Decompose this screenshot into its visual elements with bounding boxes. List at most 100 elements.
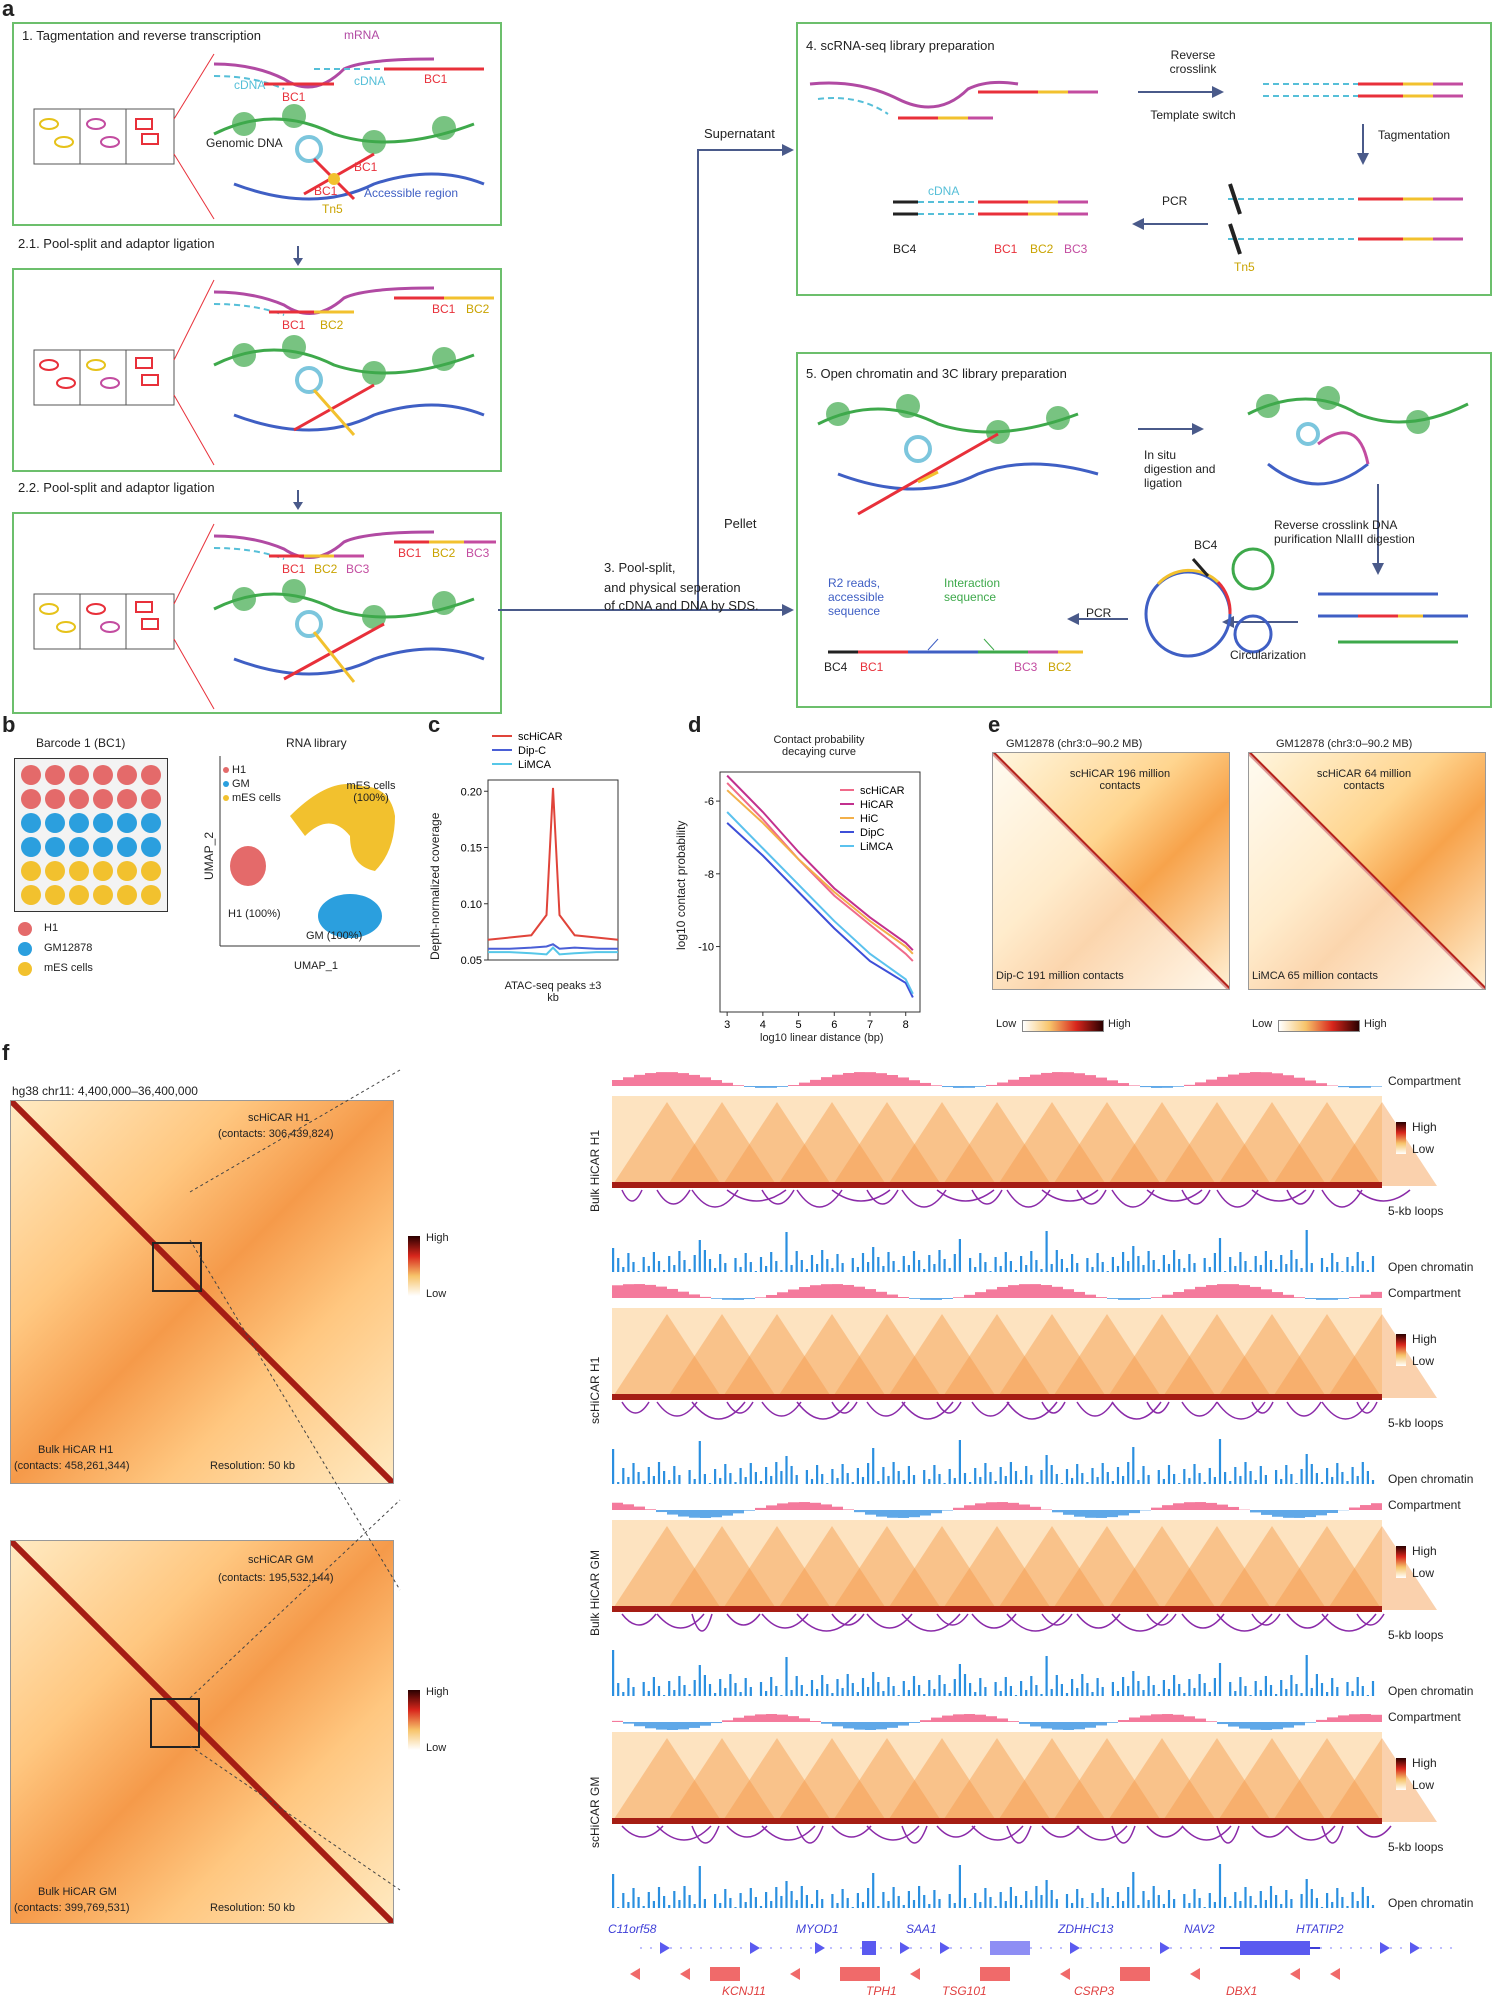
compartment-bar <box>689 1510 700 1518</box>
open-chromatin-bar <box>1371 1480 1375 1484</box>
open-chromatin-bar <box>759 1257 763 1272</box>
compartment-bar <box>656 1510 667 1513</box>
loop-arc <box>1251 1401 1274 1414</box>
open-chromatin-bar <box>1249 1471 1252 1484</box>
compartment-bar <box>1250 1286 1261 1298</box>
compartment-bar <box>865 1510 876 1515</box>
open-chromatin-bar <box>867 1687 870 1696</box>
heatmap-diagonal <box>612 1818 1382 1824</box>
compartment-bar <box>1217 1284 1228 1298</box>
compartment-bar <box>678 1291 689 1298</box>
open-chromatin-bar <box>1295 1684 1298 1696</box>
compartment-bar <box>1228 1074 1239 1086</box>
open-chromatin-bar <box>897 1896 900 1908</box>
open-chromatin-bar <box>1101 1463 1104 1484</box>
compartment-bar <box>1151 1714 1162 1722</box>
tad-triangle <box>887 1314 997 1398</box>
loop-arc <box>1111 1189 1155 1208</box>
open-chromatin-bar <box>1264 1475 1267 1484</box>
f-map2-lower-1: Bulk HiCAR GM <box>38 1886 117 1898</box>
plate-well <box>117 789 137 809</box>
chart-d-series-HiCAR <box>726 774 914 951</box>
open-chromatin-bar <box>673 1690 676 1696</box>
s5-bc3: BC3 <box>1014 660 1038 674</box>
open-chromatin-bar <box>872 1247 875 1272</box>
bc1-label-3: BC1 <box>354 160 378 174</box>
open-chromatin-bar <box>663 1270 666 1272</box>
plate-well <box>21 765 41 785</box>
compartment-bar <box>1129 1085 1140 1086</box>
open-chromatin-bar <box>867 1888 870 1908</box>
open-chromatin-bar <box>1147 1676 1150 1696</box>
open-chromatin-bar <box>1326 1692 1329 1696</box>
compartment-bar <box>964 1505 975 1510</box>
open-chromatin-bar <box>1106 1897 1109 1908</box>
open-chromatin-bar <box>1346 1682 1349 1696</box>
s4-bc1: BC1 <box>994 242 1018 256</box>
e-low-1: Low <box>996 1018 1017 1030</box>
open-chromatin-bar <box>1326 1893 1329 1908</box>
open-chromatin-bar <box>775 1462 778 1484</box>
open-chromatin-bar <box>1086 1907 1089 1908</box>
compartment-bar <box>777 1292 788 1298</box>
loop-arc <box>1076 1825 1128 1841</box>
loop-arc <box>691 1401 746 1420</box>
open-chromatin-bar <box>1157 1269 1160 1272</box>
plate-well <box>69 789 89 809</box>
open-chromatin-bar <box>1137 1905 1140 1908</box>
open-chromatin-bar <box>1285 1264 1288 1272</box>
s22-bc2-b: BC2 <box>432 546 456 560</box>
track-block: Compartment 5-kb loops Open chromatin High L… <box>568 1072 1503 1284</box>
bc1-label-4: BC1 <box>314 184 338 198</box>
loop-arc <box>1181 1401 1218 1417</box>
compartment-bar <box>1349 1507 1360 1510</box>
step3-line3: of cDNA and DNA by SDS. <box>604 598 759 613</box>
loop-arc <box>1146 1613 1177 1626</box>
loop-arc <box>726 1613 761 1626</box>
open-chromatin-bar <box>790 1466 793 1484</box>
compartment-bar <box>755 1086 766 1088</box>
compartment-bar <box>997 1286 1008 1298</box>
loop-arc <box>796 1613 857 1632</box>
open-chromatin-bar <box>1290 1675 1293 1696</box>
open-chromatin-bar <box>627 1477 630 1484</box>
loop-arc <box>761 1825 816 1841</box>
open-chromatin-bar <box>1132 1872 1135 1908</box>
plate-well <box>117 837 137 857</box>
open-chromatin-bar <box>1341 1897 1344 1908</box>
gene-myod1: MYOD1 <box>796 1922 839 1936</box>
open-chromatin-bar <box>1183 1693 1186 1696</box>
compartment-bar <box>1151 1507 1162 1510</box>
open-chromatin-bar <box>729 1898 732 1908</box>
compartment-bar <box>1217 1504 1228 1510</box>
open-chromatin-bar <box>1218 1663 1222 1696</box>
step1-title: 1. Tagmentation and reverse transcriptio… <box>22 28 261 43</box>
compartment-bar <box>678 1073 689 1086</box>
open-chromatin-bar <box>984 1463 987 1484</box>
open-chromatin-bar <box>861 1253 865 1272</box>
compartment-bar <box>1184 1716 1195 1722</box>
compartment-bar <box>832 1506 843 1510</box>
compartment-bar <box>1063 1072 1074 1086</box>
open-chromatin-bar <box>1132 1447 1135 1484</box>
open-chromatin-bar <box>963 1473 967 1484</box>
umap-legend-mes: mES cells <box>232 792 281 804</box>
open-chromatin-bar <box>1193 1464 1196 1484</box>
open-chromatin-bar <box>1366 1896 1369 1908</box>
open-chromatin-bar <box>1020 1480 1023 1484</box>
open-chromatin-bar <box>734 1258 737 1272</box>
open-chromatin-bar <box>683 1886 686 1908</box>
loop-arc <box>726 1401 754 1414</box>
open-chromatin-bar <box>1249 1896 1252 1908</box>
open-chromatin-bar <box>673 1265 676 1272</box>
open-chromatin-bar <box>1366 1270 1369 1272</box>
compartment-bar <box>1283 1722 1294 1728</box>
open-chromatin-bar <box>1366 1695 1369 1696</box>
open-chromatin-bar <box>1213 1678 1216 1696</box>
open-chromatin-bar <box>841 1889 844 1908</box>
open-chromatin-bar <box>759 1682 763 1696</box>
open-chromatin-bar <box>979 1477 982 1484</box>
loop-arc <box>901 1189 947 1208</box>
open-chromatin-bar <box>1076 1889 1079 1908</box>
open-chromatin-bar <box>1065 1268 1069 1272</box>
